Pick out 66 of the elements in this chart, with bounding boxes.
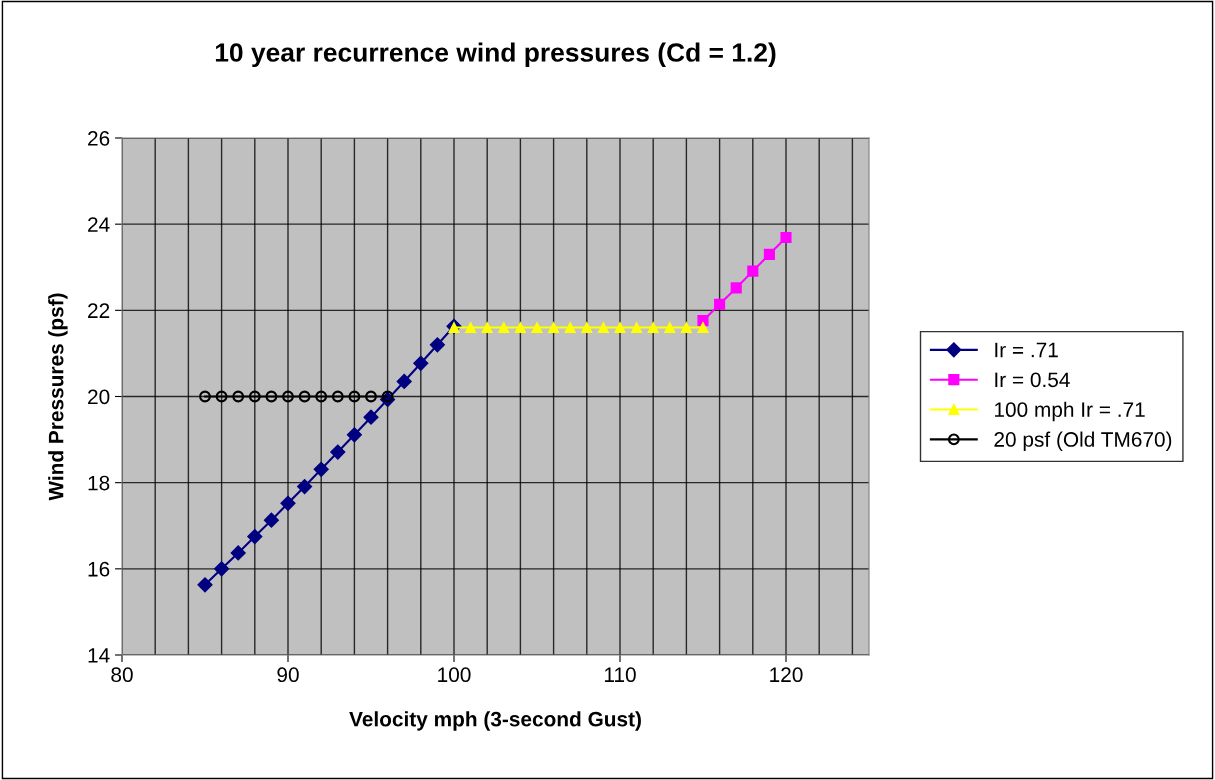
- point: [714, 298, 726, 310]
- legend-label: Ir = 0.54: [995, 372, 1070, 388]
- point: [331, 390, 344, 403]
- x-tick-label: 120: [770, 667, 803, 683]
- y-tick-label: 20: [88, 389, 110, 405]
- chart-title: 10 year recurrence wind pressures (Cd = 1.2): [215, 42, 776, 68]
- point: [363, 409, 379, 425]
- point: [581, 322, 593, 334]
- point: [631, 322, 643, 334]
- point: [247, 528, 263, 545]
- point: [664, 322, 676, 334]
- x-tick-label: 90: [277, 667, 299, 683]
- point: [313, 461, 329, 477]
- point: [548, 322, 560, 334]
- point: [747, 265, 759, 277]
- point: [214, 561, 230, 577]
- point: [381, 390, 394, 403]
- y-tick-label: 24: [88, 217, 110, 232]
- point: [298, 390, 311, 403]
- point: [230, 545, 246, 561]
- y-tick-label: 22: [88, 303, 110, 318]
- point: [215, 390, 228, 403]
- point: [597, 322, 609, 334]
- point: [680, 322, 692, 334]
- x-axis-title: Velocity mph (3-second Gust): [349, 711, 641, 731]
- point: [199, 390, 211, 403]
- point: [730, 282, 742, 294]
- point: [297, 478, 313, 495]
- point: [265, 390, 278, 403]
- y-tick-label: 18: [88, 475, 110, 491]
- point: [348, 390, 361, 403]
- x-tick-label: 110: [604, 667, 636, 683]
- y-tick-label: 16: [88, 561, 110, 577]
- point: [514, 322, 526, 334]
- point: [396, 373, 412, 389]
- point: [697, 322, 709, 334]
- y-tick-label: 14: [88, 648, 110, 663]
- point: [282, 390, 294, 403]
- point: [498, 322, 510, 334]
- point: [280, 495, 296, 511]
- point: [429, 337, 445, 353]
- point: [330, 444, 346, 460]
- legend-label: Ir = .71: [995, 342, 1058, 358]
- legend-label: 100 mph Ir = .71: [995, 401, 1145, 422]
- point: [465, 322, 477, 334]
- point: [780, 231, 792, 244]
- point: [248, 390, 261, 403]
- point: [413, 355, 429, 371]
- y-tick-label: 26: [88, 131, 110, 146]
- point: [481, 322, 493, 334]
- x-tick-label: 100: [438, 667, 471, 683]
- legend-label: 20 psf (Old TM670): [994, 431, 1172, 451]
- point: [448, 322, 460, 334]
- point: [647, 322, 659, 334]
- y-axis-title: Wind Pressures (psf): [48, 293, 68, 501]
- x-tick-label: 80: [111, 667, 133, 683]
- point: [614, 322, 626, 334]
- point: [232, 390, 245, 403]
- point: [197, 577, 213, 593]
- point: [531, 322, 543, 334]
- point: [263, 512, 279, 528]
- point: [763, 248, 775, 260]
- point: [564, 322, 576, 334]
- point: [315, 390, 328, 403]
- point: [365, 390, 377, 403]
- point: [346, 427, 362, 443]
